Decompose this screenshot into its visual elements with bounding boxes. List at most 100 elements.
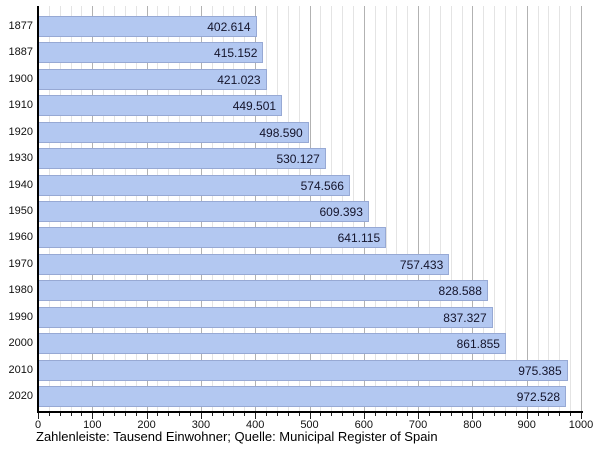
x-tick-minor <box>548 413 550 416</box>
x-tick-minor <box>396 413 398 416</box>
gridline-major <box>472 6 474 411</box>
y-axis-label: 1877 <box>8 20 33 32</box>
bar-value-label: 530.127 <box>276 152 320 167</box>
x-tick-minor <box>59 413 61 416</box>
x-tick-major <box>146 413 148 419</box>
bar-value-label: 975.385 <box>518 363 562 378</box>
gridline-minor <box>439 6 441 411</box>
bar-1990: 837.327 <box>39 306 493 328</box>
bar-value-label: 415.152 <box>214 46 258 61</box>
y-axis-label: 2000 <box>8 337 33 350</box>
gridline-minor <box>396 6 398 411</box>
gridline-minor <box>515 6 517 411</box>
y-axis-line <box>37 6 39 413</box>
bar-1930: 530.127 <box>39 148 326 170</box>
x-tick-minor <box>233 413 235 416</box>
x-tick-minor <box>48 413 50 416</box>
x-tick-minor <box>287 413 289 416</box>
gridline-minor <box>461 6 463 411</box>
bar-value-label: 609.393 <box>319 205 363 219</box>
bar-1980: 828.588 <box>39 280 488 302</box>
x-tick-minor <box>190 413 192 416</box>
x-tick-label: 300 <box>191 419 211 431</box>
y-axis-label: 1920 <box>8 125 33 138</box>
x-tick-label: 600 <box>354 419 373 431</box>
gridline-minor <box>385 6 387 411</box>
x-tick-minor <box>331 413 333 416</box>
bar-1960: 641.115 <box>39 227 387 249</box>
bar-2010: 975.385 <box>39 359 568 381</box>
x-tick-label: 500 <box>300 419 319 431</box>
x-tick-major <box>363 413 365 419</box>
x-tick-major <box>581 413 582 419</box>
x-tick-minor <box>298 413 300 416</box>
x-tick-major <box>309 413 311 419</box>
x-axis-line <box>37 411 583 413</box>
x-tick-minor <box>494 413 496 416</box>
x-tick-minor <box>135 413 137 416</box>
bar-1950: 609.393 <box>39 201 369 222</box>
gridline-minor <box>428 6 430 411</box>
y-axis-label: 1990 <box>8 310 33 323</box>
y-axis-label: 1980 <box>8 284 33 297</box>
x-tick-label: 800 <box>463 419 482 431</box>
bar-1900: 421.023 <box>39 68 267 90</box>
y-axis-label: 1950 <box>8 205 33 217</box>
y-axis-label: 1970 <box>8 257 33 270</box>
x-tick-minor <box>179 413 181 416</box>
x-tick-label: 700 <box>408 419 428 431</box>
y-axis-label: 1930 <box>8 152 33 165</box>
bar-2000: 861.855 <box>39 333 506 355</box>
x-tick-label: 100 <box>83 419 102 431</box>
x-tick-label: 1000 <box>568 419 594 431</box>
gridline-minor <box>537 6 539 411</box>
gridline-minor <box>450 6 452 411</box>
gridline-major <box>526 6 528 411</box>
gridline-major <box>581 6 582 411</box>
x-tick-minor <box>559 413 561 416</box>
x-tick-minor <box>114 413 116 416</box>
gridline-minor <box>407 6 409 411</box>
gridline-minor <box>483 6 485 411</box>
bar-value-label: 574.566 <box>300 178 344 193</box>
x-tick-minor <box>266 413 268 416</box>
bar-1920: 498.590 <box>39 121 309 143</box>
bar-1940: 574.566 <box>39 174 350 196</box>
y-axis-label: 1887 <box>8 46 33 59</box>
bar-value-label: 641.115 <box>337 231 381 246</box>
bar-value-label: 828.588 <box>438 284 482 299</box>
x-tick-major <box>200 413 202 419</box>
bar-value-label: 972.528 <box>516 390 561 405</box>
x-tick-minor <box>168 413 170 416</box>
bar-1910: 449.501 <box>39 95 283 117</box>
bar-value-label: 861.855 <box>456 337 500 352</box>
gridline-minor <box>559 6 561 411</box>
gridline-major <box>418 6 420 411</box>
x-tick-minor <box>483 413 485 416</box>
y-axis-label: 1900 <box>8 72 33 85</box>
x-tick-minor <box>450 413 452 416</box>
x-tick-minor <box>124 413 126 416</box>
x-tick-major <box>526 413 528 419</box>
bar-2020: 972.528 <box>39 386 567 408</box>
x-tick-major <box>255 413 257 419</box>
x-tick-label: 200 <box>137 419 156 431</box>
bar-1877: 402.614 <box>39 16 257 37</box>
x-tick-minor <box>461 413 463 416</box>
x-tick-minor <box>439 413 441 416</box>
x-tick-minor <box>342 413 344 416</box>
x-tick-minor <box>70 413 72 416</box>
gridline-minor <box>374 6 376 411</box>
x-tick-label: 900 <box>517 419 536 431</box>
x-tick-minor <box>222 413 224 416</box>
bar-value-label: 449.501 <box>232 99 277 114</box>
x-tick-minor <box>428 413 430 416</box>
chart-caption: Zahlenleiste: Tausend Einwohner; Quelle:… <box>36 429 438 444</box>
y-axis-label: 1960 <box>8 231 33 244</box>
x-tick-minor <box>81 413 83 416</box>
y-axis-label: 2020 <box>8 390 33 403</box>
x-tick-minor <box>385 413 387 416</box>
x-tick-minor <box>407 413 409 416</box>
gridline-minor <box>504 6 506 411</box>
